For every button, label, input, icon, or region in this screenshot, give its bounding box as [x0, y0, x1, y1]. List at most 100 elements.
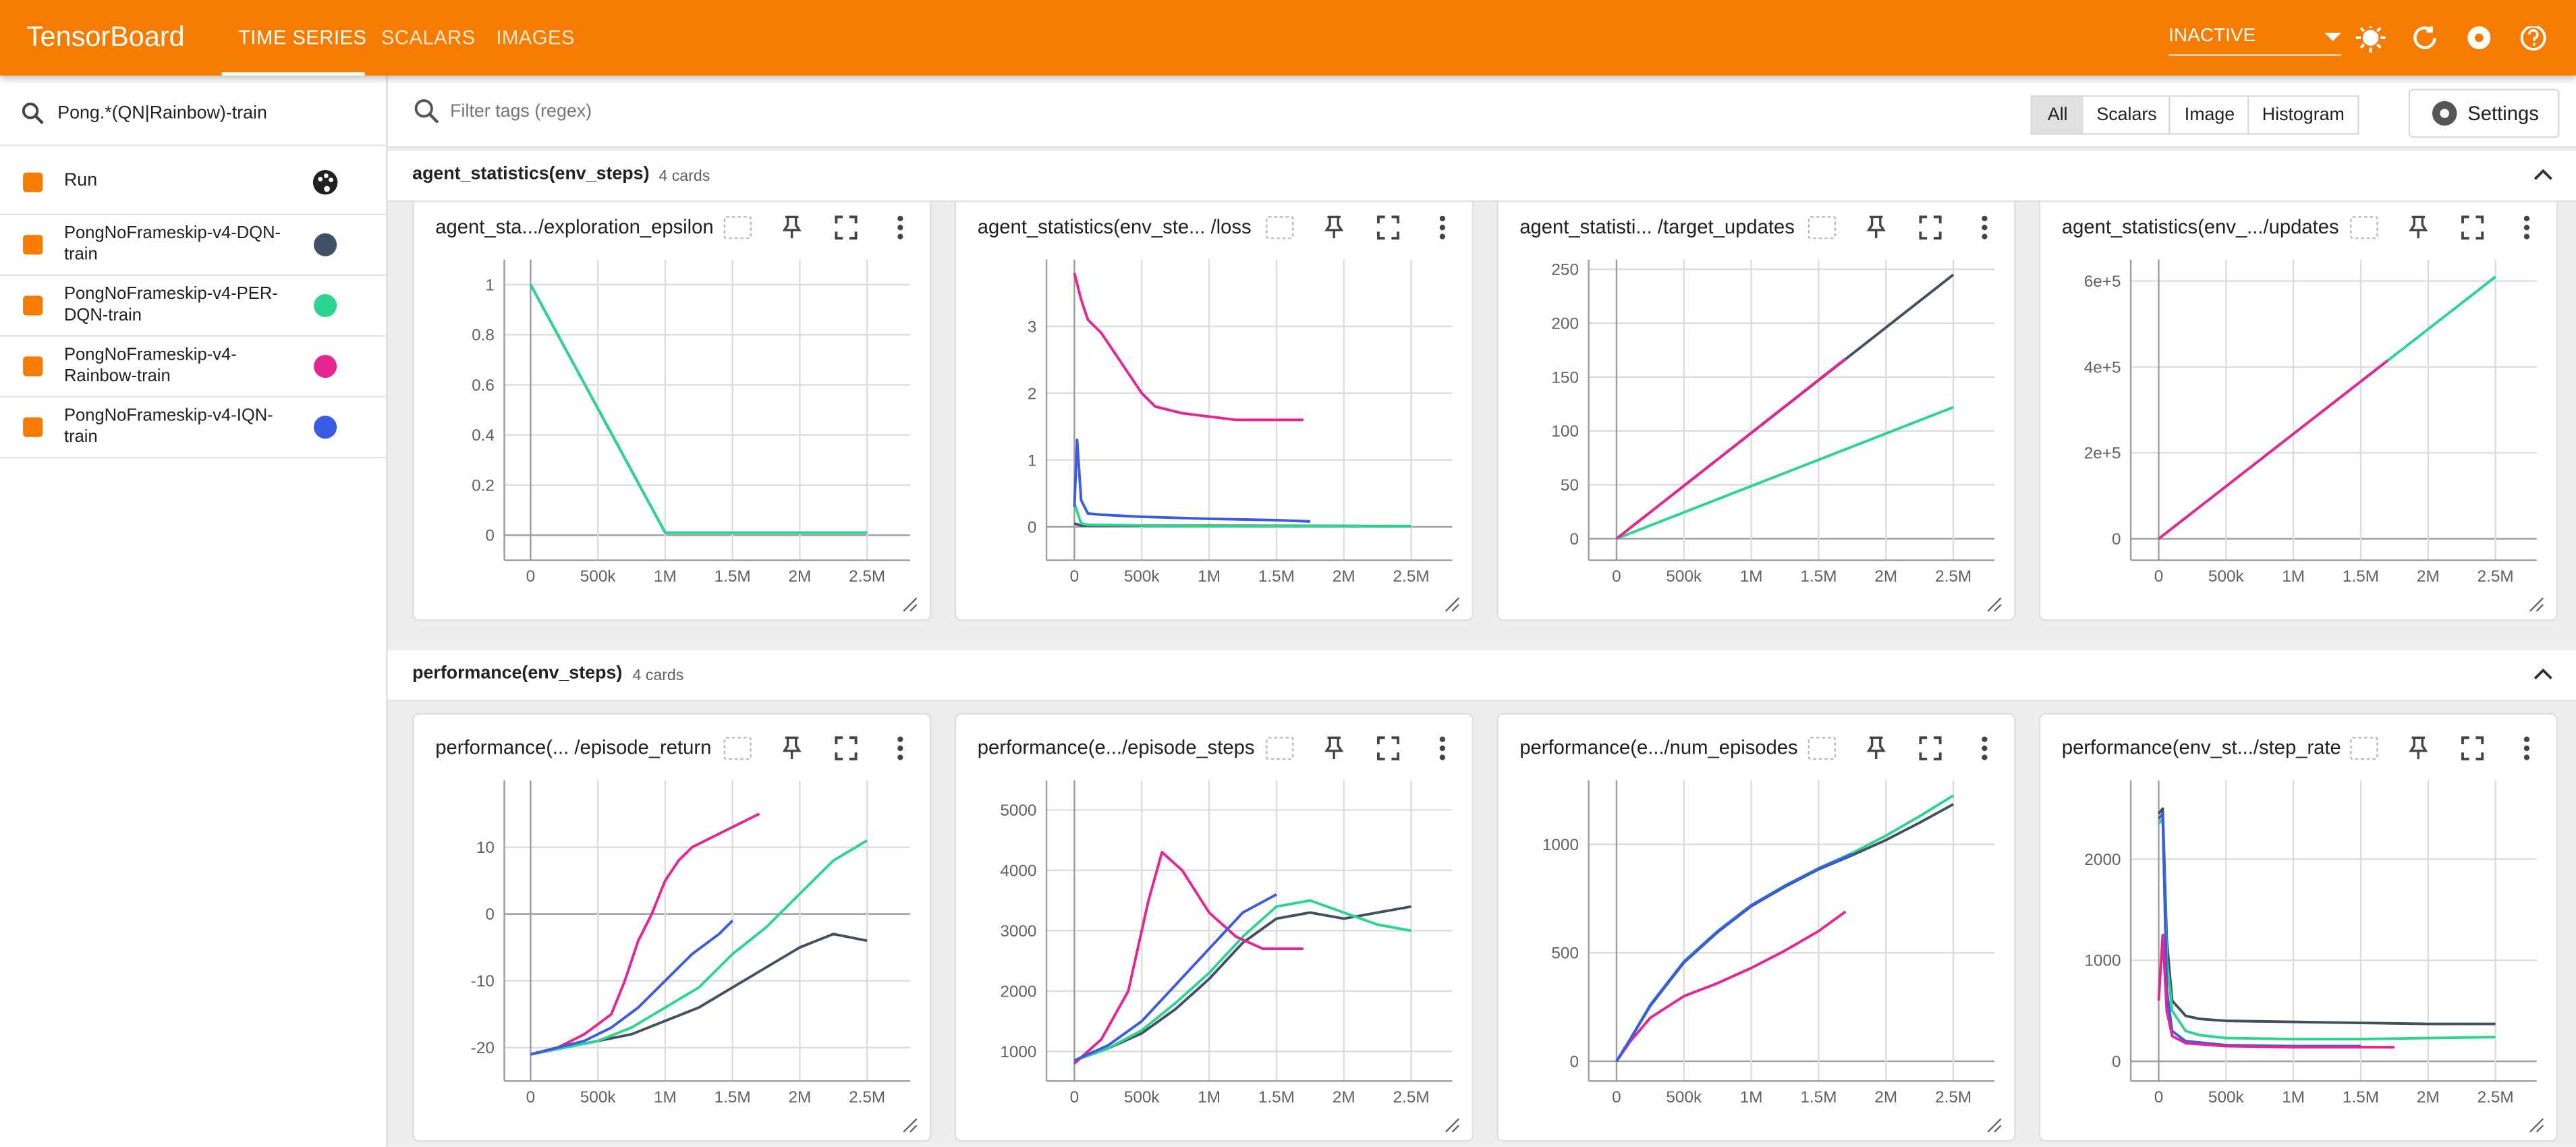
chart: agent_statisti... /target_updates 0 50 100 1… [1519, 215, 2002, 612]
y-tick-label: 2e+5 [2084, 445, 2121, 463]
collapse-icon[interactable] [2531, 664, 2554, 683]
run-filter[interactable]: Pong.*(QN|Rainbow)-train [0, 82, 387, 146]
pin-button[interactable] [2409, 736, 2428, 759]
menu-dot[interactable] [2523, 215, 2530, 221]
resize-handle[interactable] [1445, 597, 1460, 612]
collapse-icon[interactable] [2531, 164, 2554, 184]
menu-dot[interactable] [897, 225, 903, 231]
log-scale-toggle[interactable] [723, 216, 752, 240]
menu-dot[interactable] [1982, 233, 1988, 240]
menu-dot[interactable] [1439, 233, 1446, 240]
run-checkbox[interactable] [23, 296, 43, 316]
help-icon[interactable] [2520, 26, 2546, 51]
log-scale-toggle[interactable] [1808, 737, 1837, 760]
fullsize-button[interactable] [1376, 215, 1400, 240]
resize-handle[interactable] [903, 1118, 918, 1133]
reload-status[interactable]: INACTIVE [2168, 26, 2341, 56]
log-scale-toggle[interactable] [723, 737, 752, 760]
pin-button[interactable] [1866, 736, 1886, 759]
menu-dot[interactable] [897, 754, 903, 760]
resize-handle[interactable] [2529, 597, 2544, 612]
log-scale-toggle[interactable] [2350, 737, 2378, 760]
theme-icon[interactable] [2355, 26, 2386, 53]
palette-icon[interactable] [312, 169, 339, 196]
menu-dot[interactable] [897, 233, 903, 240]
run-checkbox[interactable] [23, 417, 43, 437]
menu-dot[interactable] [1982, 745, 1988, 752]
x-tick-label: 1M [1740, 567, 1763, 586]
type-button[interactable]: Scalars [2081, 95, 2173, 135]
menu-dot[interactable] [897, 745, 903, 752]
menu-dot[interactable] [1982, 225, 1988, 231]
y-tick-label: 4e+5 [2084, 358, 2121, 376]
refresh-icon[interactable] [2413, 26, 2436, 49]
y-tick-label: 1 [1028, 451, 1037, 470]
resize-handle[interactable] [1987, 597, 2002, 612]
log-scale-toggle[interactable] [2350, 216, 2378, 240]
run-color[interactable] [314, 416, 337, 439]
pin-button[interactable] [1324, 736, 1344, 759]
tag-filter-placeholder[interactable]: Filter tags (regex) [450, 101, 592, 122]
fullsize-button[interactable] [2461, 215, 2484, 240]
settings-button[interactable]: Settings [2408, 88, 2560, 138]
menu-dot[interactable] [1439, 754, 1446, 760]
pin-button[interactable] [2409, 215, 2428, 239]
settings-icon[interactable] [2467, 26, 2491, 50]
run-checkbox[interactable] [23, 235, 43, 255]
select-all-checkbox[interactable] [23, 172, 43, 192]
pin-button[interactable] [1324, 215, 1344, 239]
log-scale-toggle[interactable] [1266, 216, 1294, 240]
menu-dot[interactable] [897, 736, 903, 742]
pin-button[interactable] [782, 215, 802, 239]
fullsize-button[interactable] [2461, 736, 2484, 760]
column-title: Run [63, 171, 98, 191]
search-icon [22, 103, 44, 125]
log-scale-toggle[interactable] [1266, 737, 1294, 760]
run-color[interactable] [314, 233, 337, 256]
resize-handle[interactable] [1445, 1118, 1460, 1133]
menu-dot[interactable] [2523, 736, 2530, 742]
menu-dot[interactable] [2523, 745, 2530, 752]
menu-dot[interactable] [1439, 215, 1446, 221]
resize-handle[interactable] [903, 597, 918, 612]
tab[interactable]: IMAGES [496, 26, 575, 50]
dropdown-arrow[interactable] [2324, 32, 2341, 41]
menu-dot[interactable] [1439, 745, 1446, 752]
x-tick-label: 500k [1666, 1088, 1702, 1107]
resize-handle[interactable] [1987, 1118, 2002, 1133]
fullsize-button[interactable] [1919, 215, 1942, 240]
x-tick-label: 500k [2208, 1088, 2245, 1107]
type-button[interactable]: Histogram [2247, 95, 2359, 135]
menu-dot[interactable] [2523, 233, 2530, 240]
y-tick-label: 4000 [1000, 862, 1036, 880]
menu-dot[interactable] [2523, 225, 2530, 231]
fullsize-button[interactable] [1919, 736, 1942, 760]
tab[interactable]: SCALARS [381, 26, 476, 50]
menu-dot[interactable] [1982, 736, 1988, 742]
fullsize-button[interactable] [1376, 736, 1400, 760]
run-color[interactable] [314, 354, 337, 379]
x-tick-label: 500k [2208, 567, 2245, 586]
series-line [1073, 899, 1411, 1062]
run-checkbox[interactable] [23, 356, 43, 376]
resize-handle[interactable] [2529, 1118, 2544, 1133]
fullsize-button[interactable] [835, 215, 858, 240]
type-button[interactable]: Image [2168, 95, 2251, 135]
chart: agent_statistics(env_ste... /loss 0 1 2 3 0 50… [978, 215, 1460, 612]
menu-dot[interactable] [897, 215, 903, 221]
x-tick-label: 1M [654, 567, 677, 586]
pin-button[interactable] [1866, 215, 1886, 239]
series-line [530, 812, 760, 1056]
log-scale-toggle[interactable] [1808, 216, 1837, 240]
menu-dot[interactable] [2523, 754, 2530, 760]
pin-button[interactable] [782, 736, 802, 759]
fullsize-button[interactable] [835, 736, 858, 760]
tab[interactable]: TIME SERIES [238, 26, 367, 50]
menu-dot[interactable] [1439, 225, 1446, 231]
run-color[interactable] [314, 293, 337, 317]
x-tick-label: 1.5M [715, 1088, 751, 1107]
menu-dot[interactable] [1439, 736, 1446, 742]
menu-dot[interactable] [1982, 754, 1988, 760]
menu-dot[interactable] [1982, 215, 1988, 221]
type-button[interactable]: All [2030, 95, 2085, 135]
